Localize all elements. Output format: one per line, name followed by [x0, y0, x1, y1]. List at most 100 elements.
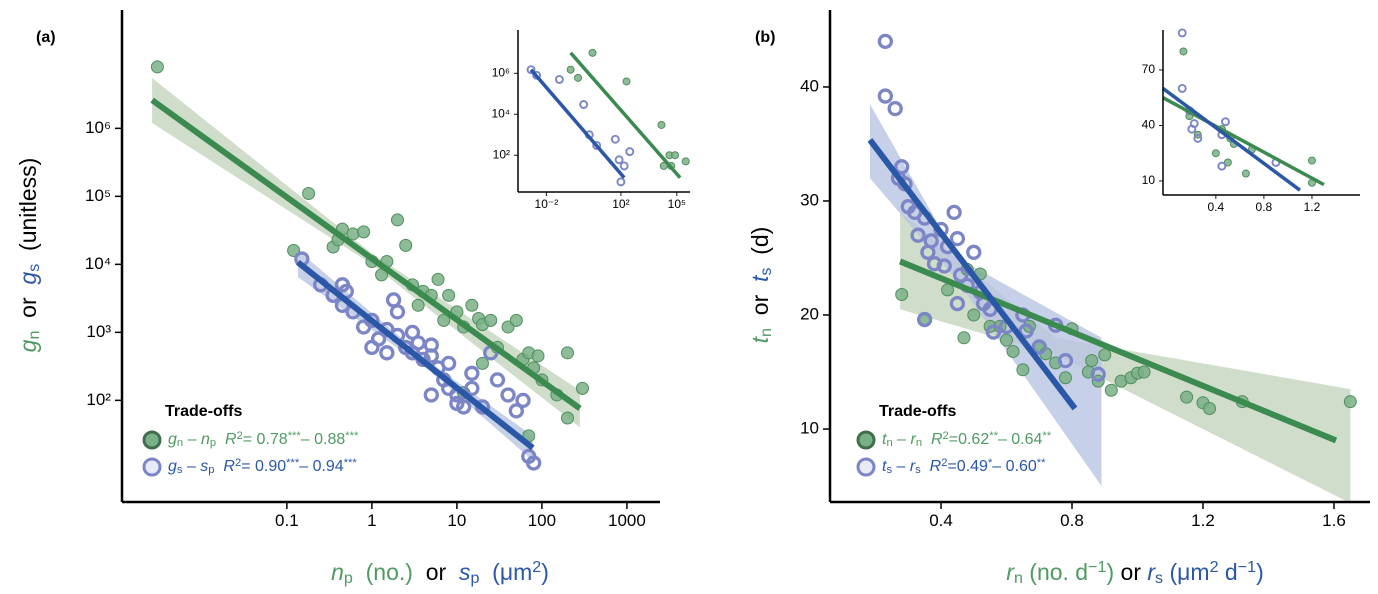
data-point — [671, 151, 680, 160]
fit-line — [529, 68, 626, 179]
legend-marker — [856, 430, 876, 450]
label-part: s — [25, 264, 43, 272]
data-point — [1085, 354, 1099, 368]
legend-title: Trade-offs — [879, 403, 956, 420]
data-point — [923, 233, 939, 249]
label-part: = 0.78 — [243, 431, 288, 448]
label-part: 2 — [532, 558, 541, 576]
label-part: s — [757, 268, 775, 276]
label-part: t — [882, 458, 887, 475]
label-part: n — [331, 559, 344, 585]
label-part: *** — [286, 457, 300, 469]
legend-label: tn – rn R2=0.62**– 0.64** — [882, 430, 1052, 450]
label-part: =0.49 — [947, 458, 988, 475]
label-part: g — [15, 272, 41, 285]
label-part: ** — [1042, 430, 1051, 442]
data-point — [526, 65, 536, 75]
x-axis-label: rn (no. d−1) or rs (μm2 d−1) — [1006, 558, 1263, 587]
data-point — [475, 356, 489, 370]
label-part: ) — [1256, 559, 1264, 585]
data-point — [390, 213, 404, 227]
label-part: p — [344, 569, 353, 587]
label-part: – 0.94 — [299, 458, 344, 475]
label-part: ** — [989, 430, 998, 442]
label-part: p — [210, 437, 216, 449]
x-tick-label: 10⁵ — [668, 197, 686, 211]
data-point — [455, 399, 472, 415]
data-point — [1217, 161, 1227, 171]
data-point — [370, 331, 387, 347]
data-point — [985, 324, 1002, 340]
label-part: n — [757, 328, 775, 337]
label-part: (no. d — [1023, 559, 1088, 585]
fit-line — [898, 258, 1338, 444]
data-point — [622, 77, 631, 86]
y-tick-label: 10 — [800, 419, 819, 438]
data-point — [625, 147, 635, 157]
data-point — [877, 33, 893, 50]
y-tick-label: 10⁶ — [85, 118, 111, 137]
x-tick-label: 10² — [612, 197, 629, 211]
label-part: t — [747, 335, 773, 343]
label-part: n — [177, 437, 183, 449]
label-part: (d) — [747, 227, 773, 268]
data-point — [949, 295, 966, 312]
label-part: n — [916, 437, 922, 449]
y-tick-label: 20 — [800, 304, 819, 323]
legend-marker — [142, 430, 162, 450]
y-tick-label: 70 — [1142, 62, 1156, 76]
fit-line — [1161, 87, 1301, 192]
data-point — [1221, 117, 1230, 127]
label-part: d — [1219, 559, 1238, 585]
x-tick-label: 0.4 — [929, 511, 953, 530]
data-point — [1098, 348, 1112, 362]
data-point — [484, 313, 498, 327]
panel-label: (b) — [755, 29, 775, 46]
data-point — [616, 177, 626, 187]
label-part: r — [1147, 559, 1156, 585]
data-point — [657, 120, 666, 129]
data-point — [423, 337, 439, 353]
data-point — [619, 161, 629, 171]
data-point — [887, 100, 903, 117]
label-part: or — [747, 282, 773, 328]
data-point — [949, 230, 966, 247]
data-point — [389, 304, 406, 320]
label-part: – — [892, 458, 910, 475]
y-tick-label: 10⁶ — [492, 65, 510, 79]
data-point — [1000, 333, 1014, 347]
label-part: R — [922, 431, 943, 448]
label-part: (no.) — [353, 559, 413, 585]
label-part: R — [216, 431, 237, 448]
label-part: n — [1014, 569, 1023, 587]
label-part: – 0.88 — [301, 431, 346, 448]
x-tick-label: 1000 — [608, 511, 646, 530]
data-point — [1241, 169, 1250, 178]
label-part: s — [177, 464, 183, 476]
label-part: t — [882, 431, 887, 448]
data-point — [1177, 28, 1187, 38]
label-part: 2 — [943, 430, 949, 442]
data-point — [526, 455, 542, 471]
y-tick-label: 10 — [1142, 173, 1156, 187]
data-point — [946, 204, 962, 221]
y-tick-label: 10³ — [86, 322, 111, 341]
label-part: R — [215, 458, 236, 475]
data-point — [364, 312, 380, 329]
label-part: n — [201, 431, 210, 448]
label-part: p — [208, 464, 214, 476]
data-point — [1018, 323, 1034, 339]
label-part: g — [15, 339, 41, 352]
data-point — [431, 272, 445, 286]
label-part: ** — [1037, 457, 1046, 469]
data-point — [966, 244, 982, 260]
data-point — [1137, 365, 1151, 379]
fit-line — [296, 259, 535, 451]
data-point — [910, 227, 926, 243]
data-point — [465, 298, 479, 312]
legend-title: Trade-offs — [165, 403, 242, 420]
label-part: – — [893, 431, 911, 448]
y-axis-label: tn or ts (d) — [747, 227, 775, 344]
label-part: p — [470, 569, 479, 587]
label-part: – 0.60 — [992, 458, 1037, 475]
